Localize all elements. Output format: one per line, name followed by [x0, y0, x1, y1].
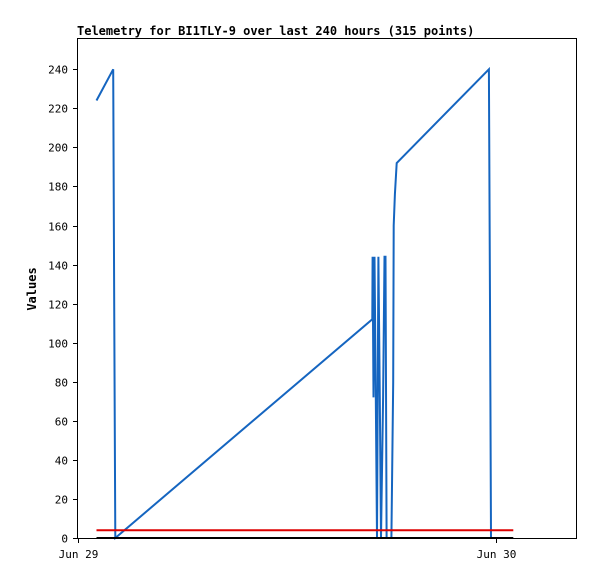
- y-axis: 0 20 40 60 80 100 120 140 160 180 200 220 240: [48, 64, 78, 546]
- y-tick-label: 60: [55, 416, 68, 429]
- y-tick-label: 200: [48, 142, 68, 155]
- y-tick-label: 220: [48, 103, 68, 116]
- x-tick-label: Jun 29: [59, 548, 99, 561]
- y-tick-label: 100: [48, 338, 68, 351]
- y-tick-label: 80: [55, 377, 68, 390]
- y-axis-label: Values: [25, 267, 39, 310]
- y-tick-label: 180: [48, 181, 68, 194]
- y-tick-label: 240: [48, 64, 68, 77]
- series-layer: [95, 66, 514, 541]
- y-tick-label: 40: [55, 455, 68, 468]
- y-tick-label: 0: [61, 533, 68, 546]
- chart-title: Telemetry for BI1TLY-9 over last 240 hou…: [77, 24, 474, 38]
- x-tick-label: Jun 30: [477, 548, 517, 561]
- y-tick-label: 120: [48, 299, 68, 312]
- plot-area: [77, 38, 577, 539]
- x-axis: Jun 29 Jun 30: [59, 538, 517, 561]
- y-tick-label: 20: [55, 494, 68, 507]
- y-tick-label: 140: [48, 260, 68, 273]
- y-tick-label: 160: [48, 221, 68, 234]
